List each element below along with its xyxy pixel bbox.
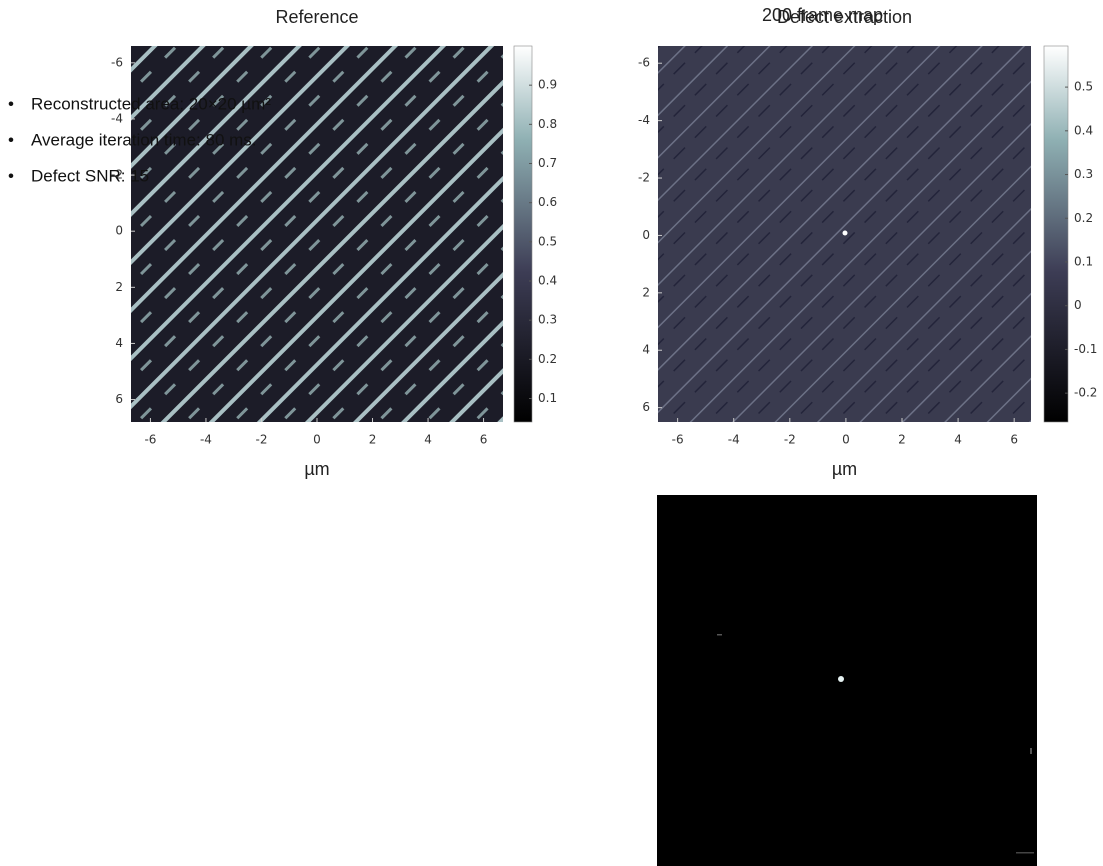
colorbar bbox=[514, 46, 532, 422]
colorbar-tick-label: 0.8 bbox=[538, 117, 557, 131]
x-tick-label: 0 bbox=[842, 433, 850, 447]
y-tick-label: 0 bbox=[115, 224, 123, 238]
noise bbox=[1016, 852, 1034, 854]
y-tick-label: 2 bbox=[115, 280, 123, 294]
noise bbox=[1030, 748, 1032, 754]
bullet-dot: • bbox=[8, 130, 14, 149]
y-tick-label: 4 bbox=[115, 336, 123, 350]
colorbar-tick-label: 0.4 bbox=[538, 274, 557, 288]
x-tick-label: 2 bbox=[898, 433, 906, 447]
y-tick-label: 6 bbox=[642, 400, 650, 414]
colorbar-tick-label: 0.9 bbox=[538, 78, 557, 92]
colorbar-tick-label: 0.7 bbox=[538, 156, 557, 170]
y-tick-label: 4 bbox=[642, 343, 650, 357]
x-tick-label: 4 bbox=[954, 433, 962, 447]
x-tick-label: -2 bbox=[784, 433, 796, 447]
colorbar-tick-label: 0.2 bbox=[538, 352, 557, 366]
bullet-dot: • bbox=[8, 94, 14, 113]
y-tick-label: -4 bbox=[111, 111, 123, 125]
colorbar-tick-label: 0.1 bbox=[538, 391, 557, 405]
y-tick-label: -6 bbox=[111, 55, 123, 69]
y-tick-label: -6 bbox=[638, 56, 650, 70]
x-tick-label: 6 bbox=[1010, 433, 1018, 447]
colorbar-tick-label: 0.4 bbox=[1074, 123, 1093, 137]
y-tick-label: -2 bbox=[638, 171, 650, 185]
colorbar-tick-label: -0.2 bbox=[1074, 386, 1097, 400]
bullet-text: Defect SNR: 15 bbox=[31, 166, 149, 185]
defect-map-spot bbox=[838, 676, 844, 682]
x-tick-label: -2 bbox=[255, 433, 267, 447]
x-tick-label: -4 bbox=[728, 433, 740, 447]
defect-map-image bbox=[657, 495, 1037, 866]
x-tick-label: -6 bbox=[672, 433, 684, 447]
figure: Reference µm -6 -4 -2 0 2 4 6 -6 -4 -2 0 2 4 6 0.1 0.2 0.3… bbox=[0, 0, 1103, 866]
y-tick-label: 6 bbox=[115, 392, 123, 406]
defect-spot bbox=[843, 231, 848, 236]
panel-title: Defect extraction bbox=[777, 7, 912, 27]
x-tick-label: -4 bbox=[200, 433, 212, 447]
x-tick-label: 0 bbox=[313, 433, 321, 447]
x-tick-label: 4 bbox=[424, 433, 432, 447]
colorbar-tick-label: 0.3 bbox=[538, 313, 557, 327]
y-tick-label: 2 bbox=[642, 285, 650, 299]
colorbar-tick-label: -0.1 bbox=[1074, 342, 1097, 356]
colorbar-tick-label: 0.3 bbox=[1074, 167, 1093, 181]
noise bbox=[717, 634, 722, 636]
colorbar-tick-label: 0.5 bbox=[1074, 80, 1093, 94]
bullet-dot: • bbox=[8, 166, 14, 185]
x-axis-label: µm bbox=[304, 459, 329, 479]
bullet-text: Reconstructed area: 20×20 µm² bbox=[31, 94, 271, 113]
colorbar-tick-label: 0 bbox=[1074, 298, 1082, 312]
x-axis-label: µm bbox=[832, 459, 857, 479]
y-tick-label: 0 bbox=[642, 228, 650, 242]
x-tick-label: 2 bbox=[369, 433, 377, 447]
bullet-text: Average iteration time: 80 ms. bbox=[31, 130, 257, 149]
colorbar-tick-label: 0.2 bbox=[1074, 211, 1093, 225]
colorbar-tick-label: 0.1 bbox=[1074, 254, 1093, 268]
x-tick-label: -6 bbox=[144, 433, 156, 447]
colorbar-tick-label: 0.6 bbox=[538, 195, 557, 209]
colorbar bbox=[1044, 46, 1068, 422]
panel-title: Reference bbox=[275, 7, 358, 27]
slide: Reference µm -6 -4 -2 0 2 4 6 -6 -4 -2 0 2 4 6 0.1 0.2 0.3… bbox=[0, 0, 1103, 866]
x-tick-label: 6 bbox=[480, 433, 488, 447]
y-tick-label: -4 bbox=[638, 113, 650, 127]
colorbar-tick-label: 0.5 bbox=[538, 234, 557, 248]
